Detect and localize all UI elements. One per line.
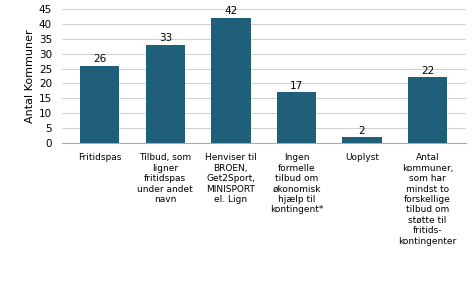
Bar (342, 137, 381, 143)
Bar (277, 92, 316, 143)
Text: 42: 42 (224, 6, 238, 16)
Bar (80, 66, 119, 143)
Bar (408, 77, 447, 143)
Bar (146, 45, 185, 143)
Text: 2: 2 (359, 125, 365, 136)
Text: 33: 33 (159, 33, 172, 43)
Bar (211, 18, 250, 143)
Text: 17: 17 (290, 81, 303, 91)
Text: 22: 22 (421, 66, 434, 76)
Y-axis label: Antal Kommuner: Antal Kommuner (25, 29, 35, 123)
Text: 26: 26 (93, 54, 106, 64)
